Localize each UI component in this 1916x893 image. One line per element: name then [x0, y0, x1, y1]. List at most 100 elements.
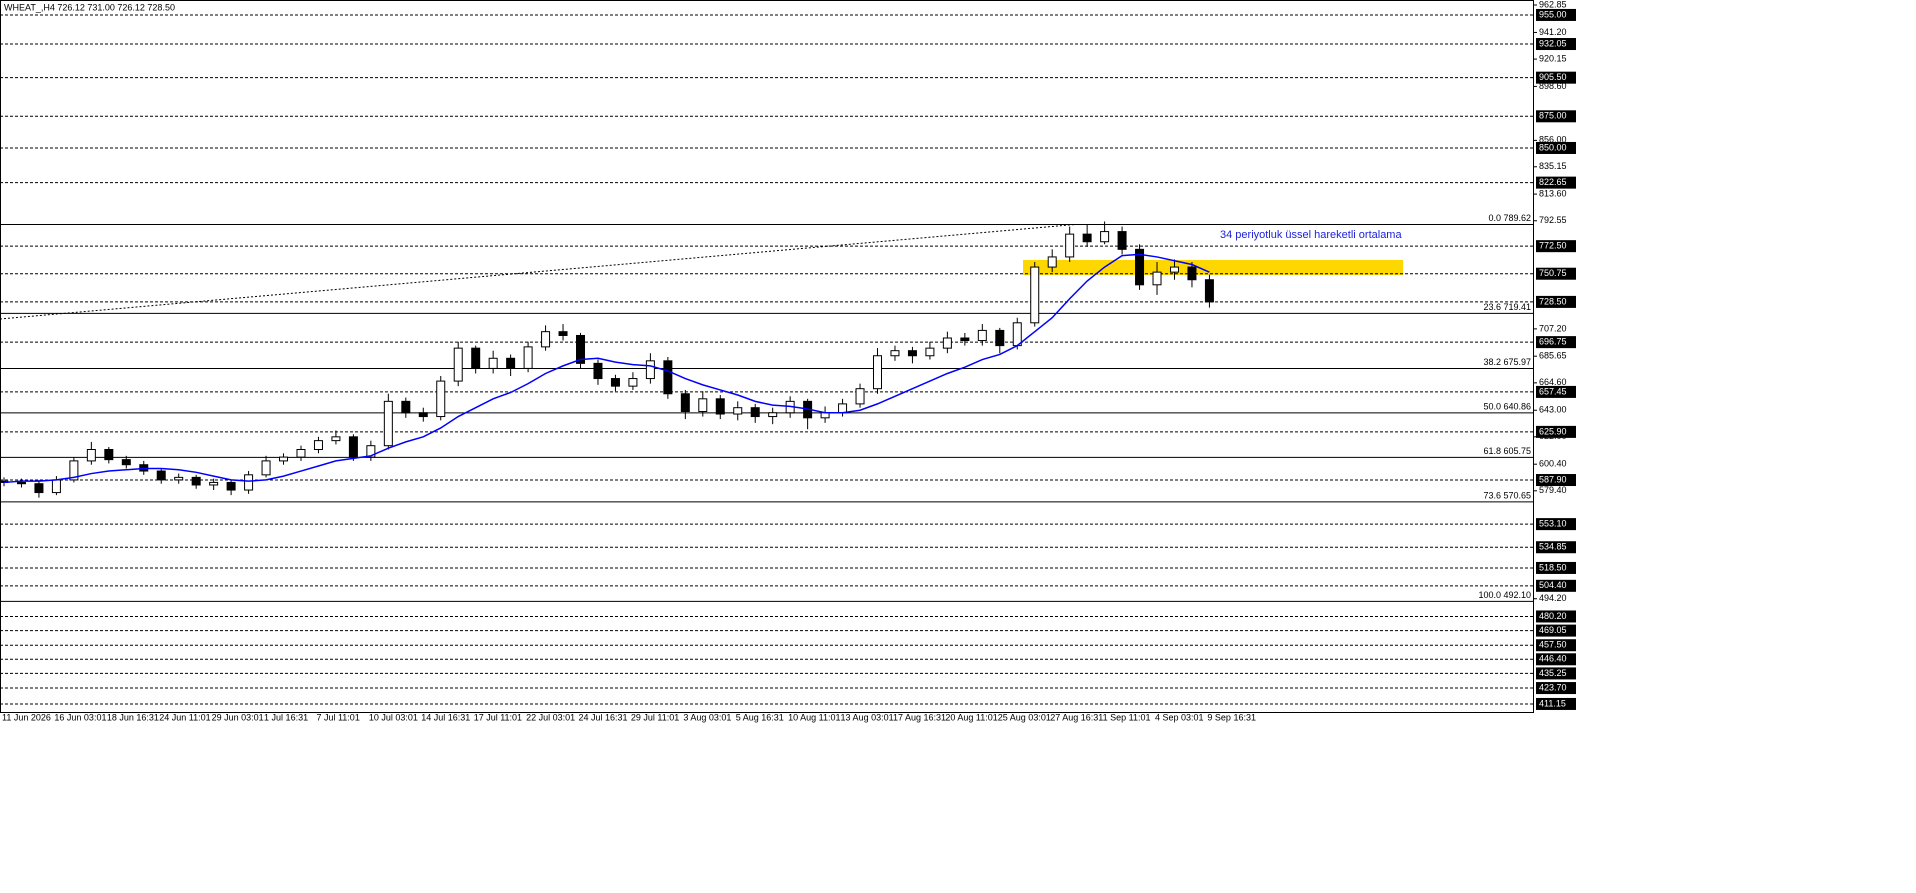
candle-body — [1187, 266, 1197, 281]
y-tick-label: 856.00 — [1539, 135, 1567, 145]
candle-body — [855, 388, 865, 405]
level-label: 905.50 — [1539, 72, 1567, 82]
candle-body — [593, 362, 603, 380]
candle-body — [610, 378, 620, 387]
x-tick-label: 11 Jun 2026 — [2, 712, 51, 722]
level-box — [1536, 295, 1576, 308]
candle-body — [925, 347, 935, 357]
candle-body — [401, 400, 411, 414]
candle-body — [313, 440, 323, 450]
level-box — [1536, 653, 1576, 666]
level-label: 955.00 — [1539, 9, 1567, 19]
level-box — [1536, 697, 1576, 710]
candle-body — [1135, 248, 1145, 286]
candle-body — [768, 412, 778, 418]
candle-body — [331, 436, 341, 442]
x-tick-label: 9 Sep 16:31 — [1207, 712, 1256, 722]
candle-body — [296, 448, 306, 458]
level-label: 728.50 — [1539, 296, 1567, 306]
x-tick-label: 14 Jul 16:31 — [421, 712, 470, 722]
x-tick-label: 20 Aug 11:01 — [945, 712, 997, 722]
candle-body — [34, 483, 44, 494]
candle-body — [995, 329, 1005, 347]
level-box — [1536, 425, 1576, 438]
candle-body — [1152, 271, 1162, 286]
fib-label: 61.8 605.75 — [1483, 446, 1531, 456]
level-label: 411.15 — [1539, 698, 1566, 708]
fib-label: 38.2 675.97 — [1483, 357, 1531, 367]
level-label: 625.90 — [1539, 426, 1567, 436]
level-label: 435.25 — [1539, 668, 1567, 678]
level-label: 657.45 — [1539, 386, 1567, 396]
plot-frame — [0, 0, 1534, 713]
x-tick-label: 18 Jun 16:31 — [107, 712, 159, 722]
y-tick-label: 579.40 — [1539, 485, 1567, 495]
candle-body — [1117, 231, 1127, 250]
candle-body — [453, 347, 463, 382]
level-label: 518.50 — [1539, 562, 1567, 572]
candle-body — [942, 337, 952, 349]
candle-body — [576, 334, 586, 364]
zone — [1023, 259, 1403, 275]
level-label: 696.75 — [1539, 337, 1567, 347]
x-tick-label: 25 Aug 03:01 — [998, 712, 1051, 722]
candle-body — [645, 360, 655, 380]
candle-body — [890, 350, 900, 357]
candle-body — [820, 412, 830, 419]
candle-body — [558, 331, 568, 336]
level-box — [1536, 8, 1576, 21]
level-label: 850.00 — [1539, 142, 1567, 152]
level-box — [1536, 240, 1576, 253]
candle-body — [1065, 233, 1075, 258]
y-tick-label: 898.60 — [1539, 81, 1567, 91]
x-tick-label: 7 Jul 11:01 — [316, 712, 359, 722]
level-box — [1536, 176, 1576, 189]
candle-body — [907, 350, 917, 357]
candle-body — [628, 378, 638, 387]
level-box — [1536, 267, 1576, 280]
trendline — [0, 223, 1076, 320]
fib-label: 73.6 570.65 — [1483, 490, 1531, 500]
candle-body — [51, 479, 61, 494]
level-label: 772.50 — [1539, 241, 1567, 251]
level-box — [1536, 336, 1576, 349]
candle-body — [1169, 266, 1179, 273]
level-label: 423.70 — [1539, 682, 1567, 692]
x-tick-label: 29 Jun 03:01 — [212, 712, 264, 722]
y-tick-label: 600.40 — [1539, 459, 1567, 469]
level-label: 553.10 — [1539, 518, 1567, 528]
candle-body — [418, 412, 428, 418]
level-box — [1536, 385, 1576, 398]
candle-body — [348, 436, 358, 458]
x-tick-label: 5 Aug 16:31 — [736, 712, 784, 722]
candle-body — [69, 460, 79, 481]
candle-body — [1030, 266, 1040, 324]
x-tick-label: 24 Jul 16:31 — [579, 712, 628, 722]
candle-body — [488, 357, 498, 369]
x-tick-label: 27 Aug 16:31 — [1050, 712, 1103, 722]
y-tick-label: 941.20 — [1539, 27, 1567, 37]
candle-body — [191, 476, 201, 486]
candle-body — [209, 481, 219, 486]
y-tick-label: 962.85 — [1539, 0, 1567, 9]
candle-body — [541, 331, 551, 348]
ema-line — [3, 253, 1210, 484]
level-box — [1536, 624, 1576, 637]
x-tick-label: 3 Aug 03:01 — [683, 712, 731, 722]
level-box — [1536, 38, 1576, 51]
y-tick-label: 792.55 — [1539, 215, 1567, 225]
candle-body — [715, 398, 725, 415]
candle-body — [174, 476, 184, 481]
annotation: 34 periyotluk üssel hareketli ortalama — [1220, 229, 1402, 241]
x-tick-label: 4 Sep 03:01 — [1155, 712, 1204, 722]
level-label: 750.75 — [1539, 268, 1567, 278]
level-box — [1536, 579, 1576, 592]
level-label: 822.65 — [1539, 177, 1567, 187]
y-tick-label: 835.15 — [1539, 161, 1567, 171]
x-tick-label: 29 Jul 11:01 — [631, 712, 679, 722]
x-tick-label: 10 Jul 03:01 — [369, 712, 418, 722]
level-box — [1536, 667, 1576, 680]
candle-body — [156, 470, 166, 481]
candle-body — [261, 460, 271, 476]
